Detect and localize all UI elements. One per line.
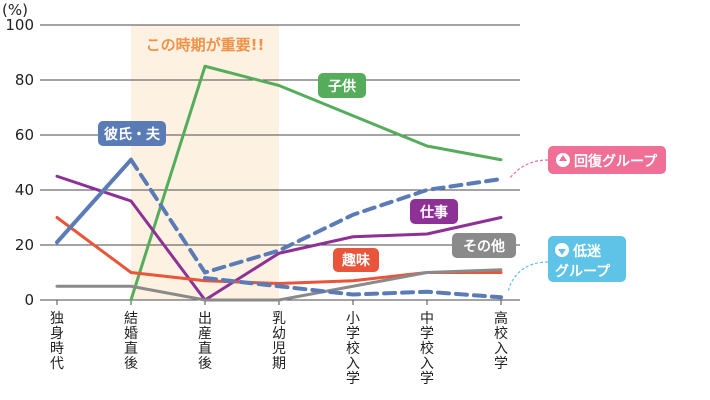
x-category-label: 独身時代 bbox=[50, 311, 64, 372]
callout-other: その他 bbox=[452, 233, 516, 258]
callout-slump-text-line2: グループ bbox=[555, 263, 611, 280]
callout-other-text: その他 bbox=[463, 238, 505, 255]
y-tick-label: 40 bbox=[15, 181, 34, 199]
callout-child-text: 子供 bbox=[328, 78, 356, 95]
series-line-1 bbox=[55, 157, 133, 245]
y-tick-label: 20 bbox=[15, 236, 34, 254]
x-category-label: 乳幼児期 bbox=[272, 311, 286, 372]
x-category-label: 出産直後 bbox=[198, 311, 212, 372]
x-category-label: 小学校入学 bbox=[346, 311, 360, 387]
callout-work-text: 仕事 bbox=[419, 204, 448, 221]
highlight-label: この時期が重要!! bbox=[146, 36, 265, 54]
callout-boyfriend: 彼氏・夫 bbox=[98, 121, 166, 146]
slump-connector bbox=[507, 261, 549, 293]
y-tick-label: 80 bbox=[15, 71, 34, 89]
callout-connectors bbox=[507, 159, 549, 293]
callout-child: 子供 bbox=[318, 73, 366, 98]
y-tick-label: 100 bbox=[5, 16, 34, 34]
callout-work-box bbox=[410, 199, 458, 224]
callout-boyfriend-box bbox=[98, 121, 166, 146]
x-category-label: 結婚直後 bbox=[124, 311, 138, 372]
callout-hobby: 趣味 bbox=[333, 248, 379, 272]
callout-slump-text-line1: 低迷 bbox=[572, 243, 602, 260]
callout-work: 仕事 bbox=[410, 199, 458, 224]
y-tick-label: 60 bbox=[15, 126, 34, 144]
x-category-label: 高校入学 bbox=[494, 310, 508, 372]
callout-child-box bbox=[318, 73, 366, 98]
callout-hobby-text: 趣味 bbox=[341, 252, 370, 269]
y-tick-label: 0 bbox=[24, 291, 34, 309]
series-line-7 bbox=[55, 268, 503, 302]
callout-other-box bbox=[452, 233, 516, 258]
callout-recovery: 回復グループ bbox=[548, 146, 666, 174]
slump-down-arrow bbox=[558, 249, 566, 255]
series-line-5 bbox=[55, 174, 503, 302]
series-lines bbox=[55, 64, 503, 302]
y-tick-labels: 0 20 40 60 80 100 bbox=[5, 16, 34, 309]
x-category-label: 中学校入学 bbox=[420, 311, 434, 387]
x-category-labels: 独身時代 結婚直後 出産直後 乳幼児期 小学校入学 中学校入学 高校入学 bbox=[50, 300, 508, 387]
callout-hobby-box bbox=[333, 248, 379, 272]
callout-slump: 低迷 グループ bbox=[548, 236, 626, 282]
recovery-connector bbox=[509, 159, 549, 179]
callout-boyfriend-text: 彼氏・夫 bbox=[104, 126, 161, 143]
recovery-up-arrow bbox=[559, 155, 567, 161]
series-line-2 bbox=[129, 157, 503, 275]
callout-recovery-box bbox=[548, 146, 666, 174]
callout-recovery-text: 回復グループ bbox=[574, 153, 658, 170]
series-line-3 bbox=[203, 276, 503, 300]
y-unit-label: (%) bbox=[2, 1, 28, 19]
series-line-4 bbox=[129, 64, 503, 302]
